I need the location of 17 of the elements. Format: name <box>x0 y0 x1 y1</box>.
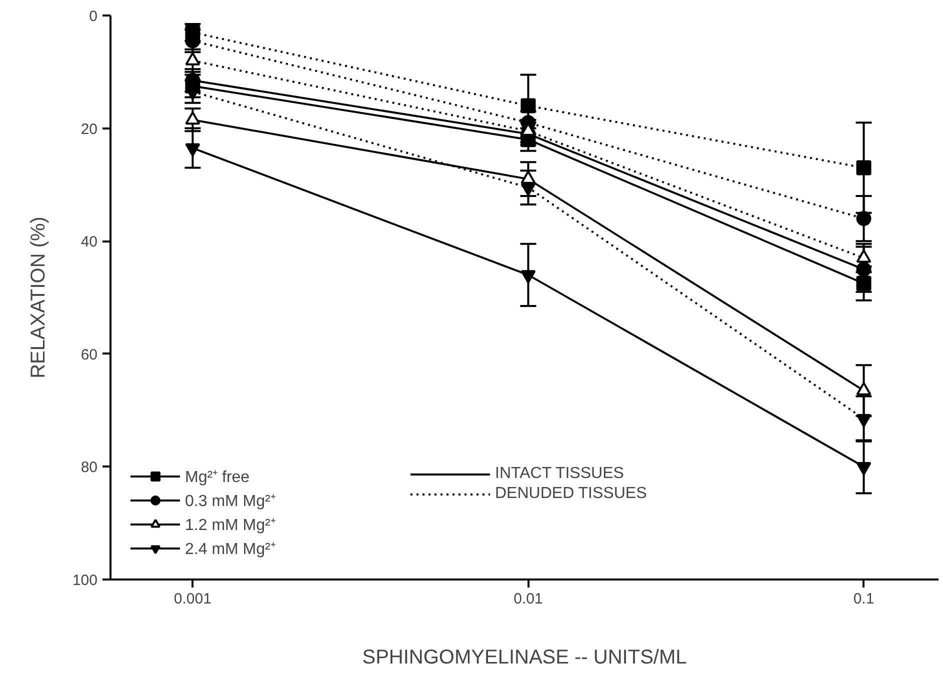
x-tick-label: 0.1 <box>853 590 874 608</box>
y-tick-label: 80 <box>80 459 98 476</box>
annotation: DENUDED TISSUES <box>495 485 647 503</box>
y-tick-label: 60 <box>80 346 98 364</box>
annotation: INTACT TISSUES <box>495 465 624 483</box>
legend-label: 2.4 mM Mg²⁺ <box>185 540 276 559</box>
legend-label: 0.3 mM Mg²⁺ <box>185 492 276 511</box>
x-axis-title: SPHINGOMYELINASE -- UNITS/ML <box>362 646 687 668</box>
y-tick-label: 0 <box>89 8 98 25</box>
x-tick-label: 0.001 <box>174 590 212 608</box>
y-tick-label: 100 <box>72 572 98 589</box>
y-axis-title: RELAXATION (%) <box>27 216 50 378</box>
y-tick-label: 20 <box>80 120 98 138</box>
y-tick-label: 40 <box>80 234 98 251</box>
x-tick-label: 0.01 <box>514 590 543 608</box>
legend-label: 1.2 mM Mg²⁺ <box>185 516 276 535</box>
legend-label: Mg²⁺ free <box>185 468 250 487</box>
